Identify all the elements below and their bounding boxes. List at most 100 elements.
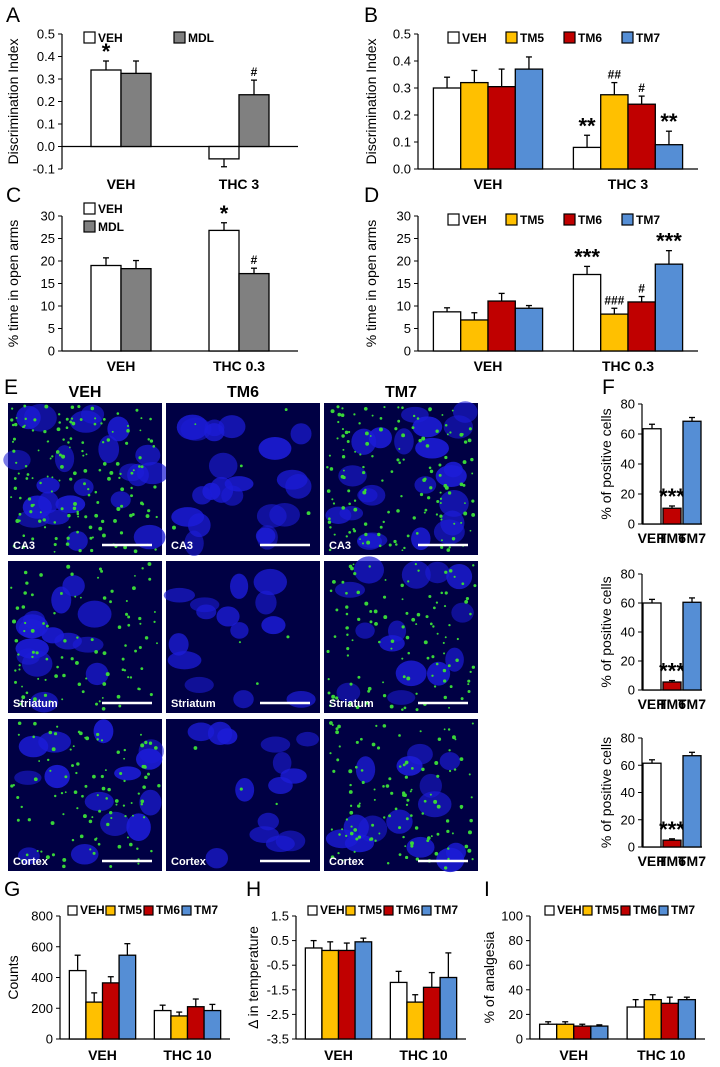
category-label: VEH (474, 358, 503, 374)
puncta (342, 469, 345, 472)
legend-swatch (83, 220, 96, 233)
puncta (405, 817, 409, 821)
puncta (335, 696, 339, 700)
puncta (149, 692, 153, 697)
puncta (137, 687, 140, 691)
bar-veh-veh (304, 947, 323, 1040)
puncta (145, 514, 150, 518)
puncta (74, 595, 77, 598)
puncta (156, 642, 158, 645)
bar-veh-thc-10 (153, 1009, 172, 1040)
bar-veh-thc-0.3 (572, 273, 602, 352)
nucleus (445, 647, 464, 672)
puncta (429, 793, 432, 796)
puncta (70, 417, 74, 420)
puncta (37, 677, 40, 680)
puncta (372, 743, 374, 746)
puncta (351, 639, 354, 642)
puncta (87, 487, 90, 491)
y-tick-label: 25 (41, 231, 55, 246)
nucleus (100, 811, 130, 836)
legend-swatch (582, 905, 593, 916)
puncta (471, 858, 474, 861)
puncta (369, 609, 373, 613)
puncta (404, 775, 408, 779)
bar-tm6-veh (337, 949, 356, 1040)
bar-tm7 (682, 755, 702, 848)
puncta (348, 502, 351, 506)
bar-tm7-thc-3 (654, 144, 684, 170)
puncta (119, 771, 123, 776)
puncta (406, 798, 410, 802)
puncta (120, 487, 125, 492)
legend-label: TM6 (633, 903, 657, 917)
category-label: THC 0.3 (213, 358, 265, 374)
puncta (90, 638, 94, 642)
significance-mark: ** (578, 113, 596, 138)
puncta (14, 669, 17, 672)
region-label: Striatum (171, 698, 216, 710)
puncta (369, 620, 373, 624)
puncta (76, 807, 79, 810)
puncta (135, 408, 139, 412)
puncta (82, 814, 87, 819)
puncta (437, 737, 442, 742)
nucleus (16, 405, 41, 430)
puncta (368, 565, 371, 568)
puncta (48, 730, 53, 735)
puncta (410, 814, 413, 817)
significance-mark: ## (608, 68, 622, 82)
puncta (382, 724, 387, 728)
puncta (123, 669, 127, 672)
puncta (123, 545, 127, 550)
significance-mark: * (220, 201, 229, 226)
puncta (116, 412, 120, 415)
puncta (332, 698, 335, 702)
puncta (386, 862, 390, 865)
puncta (447, 491, 452, 495)
puncta (144, 740, 148, 745)
puncta (98, 700, 101, 703)
puncta (73, 790, 78, 794)
puncta (429, 469, 434, 474)
legend-label: TM6 (156, 903, 180, 917)
puncta (284, 408, 288, 412)
nucleus (452, 401, 478, 423)
puncta (70, 657, 74, 661)
puncta (60, 656, 64, 659)
nucleus (286, 690, 316, 708)
puncta (435, 429, 439, 433)
y-tick-label: 20 (41, 254, 55, 269)
puncta (348, 430, 351, 434)
puncta (422, 478, 427, 482)
puncta (337, 852, 340, 855)
nucleus (110, 491, 131, 509)
puncta (31, 655, 34, 659)
puncta (329, 721, 333, 725)
nucleus (70, 843, 99, 865)
puncta (425, 444, 430, 448)
puncta (82, 454, 85, 457)
puncta (327, 520, 332, 524)
puncta (342, 448, 345, 451)
puncta (136, 847, 139, 851)
bar-veh-thc-3 (572, 146, 602, 170)
puncta (421, 812, 425, 815)
legend-label: VEH (320, 903, 345, 917)
puncta (431, 674, 434, 677)
nucleus (73, 478, 94, 496)
puncta (64, 791, 67, 794)
nucleus (187, 722, 215, 742)
puncta (81, 794, 84, 798)
puncta (330, 855, 335, 859)
legend-label: TM5 (595, 903, 619, 917)
puncta (88, 525, 93, 530)
puncta (410, 766, 414, 770)
puncta (68, 526, 71, 529)
nucleus (394, 428, 414, 455)
panel-letter-h: H (246, 878, 261, 901)
puncta (439, 514, 443, 518)
puncta (440, 518, 443, 521)
puncta (30, 629, 35, 633)
puncta (155, 515, 158, 519)
